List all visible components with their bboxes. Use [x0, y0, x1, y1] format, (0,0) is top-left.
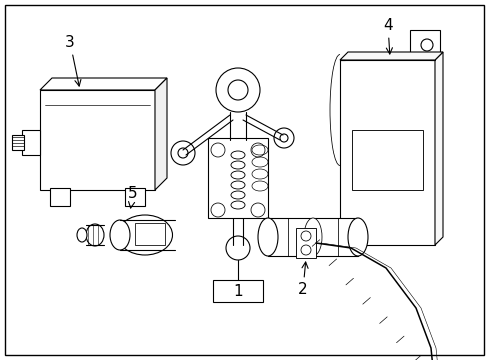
Circle shape	[301, 245, 310, 255]
Ellipse shape	[110, 220, 130, 250]
Circle shape	[250, 203, 264, 217]
Ellipse shape	[230, 151, 244, 159]
Bar	[125, 188, 145, 206]
Polygon shape	[409, 30, 439, 65]
Circle shape	[171, 141, 195, 165]
Text: 2: 2	[298, 262, 307, 297]
Polygon shape	[40, 78, 167, 90]
Bar	[339, 60, 434, 245]
Polygon shape	[155, 78, 167, 190]
Ellipse shape	[347, 218, 367, 256]
Text: 4: 4	[383, 18, 392, 54]
Ellipse shape	[230, 161, 244, 169]
Circle shape	[227, 80, 247, 100]
Bar	[12, 135, 24, 150]
Text: 3: 3	[65, 35, 81, 86]
Bar	[213, 280, 263, 302]
Circle shape	[273, 128, 293, 148]
Text: 5: 5	[128, 185, 138, 208]
Bar	[50, 188, 70, 206]
Bar	[351, 130, 422, 190]
Bar	[267, 218, 357, 256]
Circle shape	[250, 143, 264, 157]
Circle shape	[280, 134, 287, 142]
Circle shape	[420, 39, 432, 51]
Ellipse shape	[86, 224, 104, 246]
Ellipse shape	[230, 171, 244, 179]
Text: 1: 1	[233, 284, 243, 298]
Polygon shape	[22, 130, 40, 155]
Ellipse shape	[304, 218, 321, 256]
Circle shape	[216, 68, 260, 112]
Circle shape	[178, 148, 187, 158]
Bar	[295, 228, 315, 258]
Ellipse shape	[77, 228, 87, 242]
Ellipse shape	[117, 215, 172, 255]
Bar	[40, 90, 155, 190]
Bar	[135, 223, 164, 245]
Ellipse shape	[230, 201, 244, 209]
Polygon shape	[434, 52, 442, 245]
Bar	[207, 138, 267, 218]
Circle shape	[210, 203, 224, 217]
Ellipse shape	[258, 218, 278, 256]
Ellipse shape	[230, 191, 244, 199]
Circle shape	[210, 143, 224, 157]
Circle shape	[301, 231, 310, 241]
Circle shape	[225, 236, 249, 260]
Ellipse shape	[230, 181, 244, 189]
Polygon shape	[339, 52, 442, 60]
